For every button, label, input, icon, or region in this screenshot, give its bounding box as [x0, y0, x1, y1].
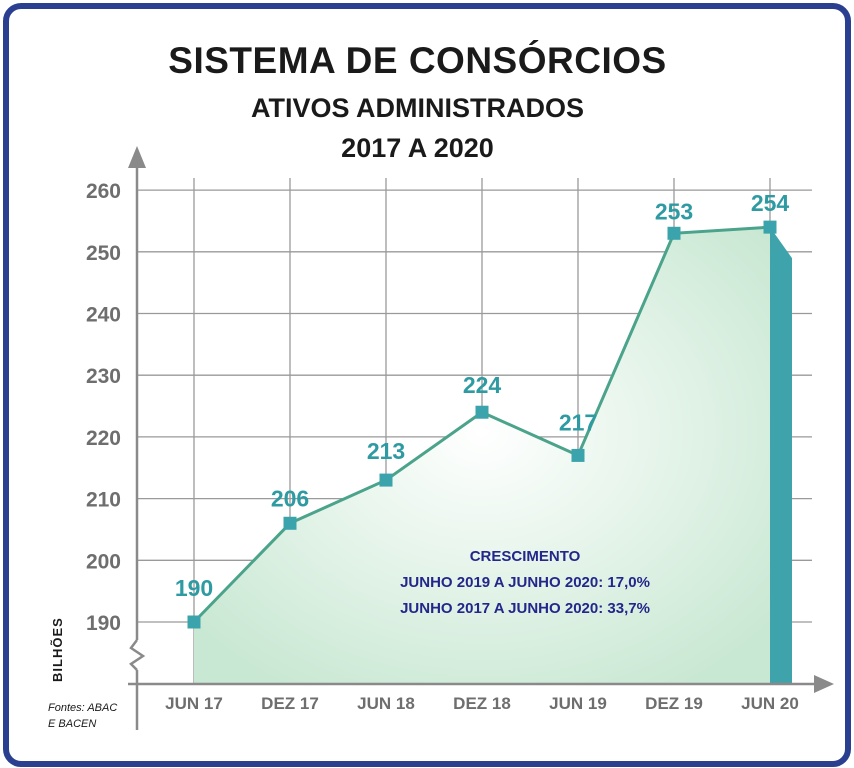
data-label-3: 224 — [463, 372, 502, 398]
tick-labels: 260 250 240 230 220 210 200 190 JUN 17 DEZ 17 JUN … — [86, 180, 799, 713]
growth-line-2017: JUNHO 2017 A JUNHO 2020: 33,7% — [400, 600, 650, 617]
y-axis-label: BILHÕES — [50, 617, 65, 682]
data-label-4: 217 — [559, 409, 597, 435]
y-tick-220: 220 — [86, 427, 121, 450]
y-tick-260: 260 — [86, 180, 121, 203]
data-point-dez-18 — [475, 405, 489, 419]
data-label-2: 213 — [367, 438, 405, 464]
y-tick-200: 200 — [86, 550, 121, 573]
source-line-1: Fontes: ABAC — [48, 702, 118, 714]
data-label-6: 254 — [751, 190, 790, 216]
y-axis-break — [129, 639, 146, 671]
data-markers — [187, 220, 777, 629]
data-label-1: 206 — [271, 485, 309, 511]
data-point-jun-18 — [379, 473, 393, 487]
data-point-jun-20 — [763, 220, 777, 234]
x-tick-6: JUN 20 — [741, 694, 799, 713]
chart-title: SISTEMA DE CONSÓRCIOS — [168, 40, 667, 81]
data-label-0: 190 — [175, 575, 213, 601]
x-axis-arrow — [814, 675, 834, 693]
growth-annotation: CRESCIMENTO JUNHO 2019 A JUNHO 2020: 17,… — [370, 544, 680, 622]
x-tick-5: DEZ 19 — [645, 694, 703, 713]
y-tick-240: 240 — [86, 304, 121, 327]
x-tick-4: JUN 19 — [549, 694, 607, 713]
source-note: Fontes: ABAC E BACEN — [48, 700, 117, 732]
data-point-dez-17 — [283, 516, 297, 530]
x-tick-3: DEZ 18 — [453, 694, 511, 713]
data-label-5: 253 — [655, 198, 693, 224]
axes — [128, 146, 834, 730]
area-right-edge — [770, 227, 792, 684]
data-labels: 190 206 213 224 217 253 254 — [175, 190, 790, 601]
chart-period: 2017 A 2020 — [341, 133, 494, 163]
y-tick-190: 190 — [86, 612, 121, 635]
data-point-dez-19 — [667, 226, 681, 240]
x-tick-0: JUN 17 — [165, 694, 223, 713]
growth-line-2019: JUNHO 2019 A JUNHO 2020: 17,0% — [400, 574, 650, 591]
chart-subtitle: ATIVOS ADMINISTRADOS — [250, 93, 584, 123]
area-fill — [194, 227, 770, 684]
y-tick-210: 210 — [86, 489, 121, 512]
area-fill-group — [194, 227, 792, 684]
source-line-2: E BACEN — [48, 718, 97, 730]
y-tick-250: 250 — [86, 242, 121, 265]
growth-heading: CRESCIMENTO — [469, 548, 581, 565]
x-tick-1: DEZ 17 — [261, 694, 319, 713]
data-point-jun-17 — [187, 615, 201, 629]
y-axis-arrow — [128, 146, 146, 168]
x-tick-2: JUN 18 — [357, 694, 415, 713]
data-point-jun-19 — [571, 448, 585, 462]
y-tick-230: 230 — [86, 365, 121, 388]
